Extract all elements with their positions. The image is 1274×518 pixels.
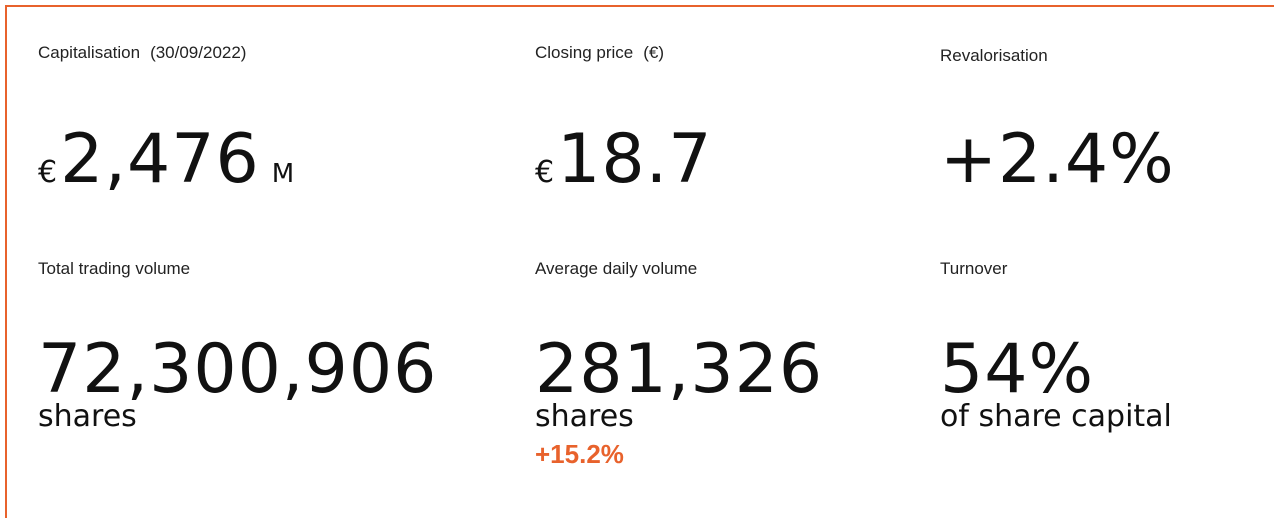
stat-label: Revalorisation	[940, 46, 1048, 65]
prefix: €	[535, 155, 556, 190]
label-text: Capitalisation	[38, 43, 141, 62]
label-note: (30/09/2022)	[150, 43, 247, 62]
stat-value: 281,326	[535, 330, 824, 409]
stat-label: Capitalisation (30/09/2022)	[38, 43, 295, 67]
value: 18.7	[557, 120, 713, 199]
stat-sub: shares	[535, 399, 634, 434]
stat-sub: of share capital	[940, 399, 1172, 434]
stat-value: 72,300,906	[38, 330, 438, 409]
stat-value: €18.7	[535, 125, 713, 208]
stat-label: Closing price (€)	[535, 43, 713, 67]
stat-value: €2,476 M	[38, 125, 295, 209]
stat: Capitalisation (30/09/2022) €2,476 M	[38, 43, 295, 209]
stat: Average daily volume 281,326 shares +15.…	[535, 259, 823, 470]
stat: Revalorisation +2.4%	[940, 46, 1175, 195]
value: 2,476	[60, 120, 260, 199]
label-note: (€)	[643, 43, 665, 62]
stat-value: +2.4%	[940, 120, 1175, 199]
stat-change: +15.2%	[535, 439, 624, 469]
prefix: €	[38, 155, 59, 190]
stat-value: 54%	[940, 330, 1095, 409]
stat-sub: shares	[38, 399, 137, 434]
label-text: Closing price	[535, 43, 634, 62]
frame: Capitalisation (30/09/2022) €2,476 M Closi…	[5, 5, 1274, 518]
stat: Turnover 54% of share capital	[940, 259, 1172, 433]
stat: Closing price (€) €18.7	[535, 43, 713, 208]
stat-label: Average daily volume	[535, 259, 698, 278]
stat-label: Total trading volume	[38, 259, 191, 278]
suffix: M	[271, 159, 296, 189]
stat: Total trading volume 72,300,906 shares	[38, 259, 437, 433]
stat-label: Turnover	[940, 259, 1008, 278]
